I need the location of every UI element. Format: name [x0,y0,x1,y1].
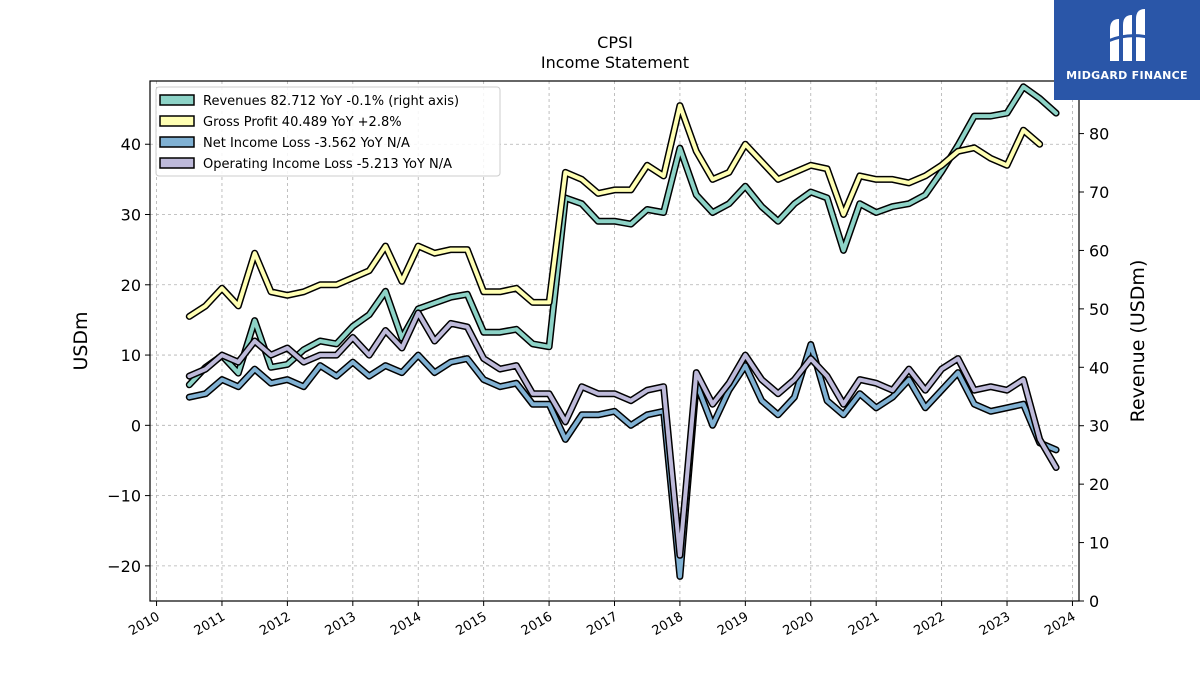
y-right-tick-label: 80 [1089,125,1109,144]
y-tick-label: −20 [107,557,141,576]
logo-text: MIDGARD FINANCE [1066,69,1188,82]
x-tick-label: 2020 [781,609,817,639]
x-axis: 2010 2011 2012 2013 2014 2015 2016 2017 2018 2019… [126,601,1078,639]
right-axis: 0 10 20 30 40 50 60 70 80 [1079,125,1109,611]
y-right-tick-label: 70 [1089,183,1109,202]
legend-swatch [159,115,195,127]
chart-subtitle: Income Statement [541,53,689,72]
y-right-tick-label: 50 [1089,300,1109,319]
legend-swatch [159,94,195,106]
series-line [187,84,1059,387]
legend: Revenues 82.712 YoY -0.1% (right axis) Gr… [155,86,501,177]
x-tick-label: 2013 [323,609,359,639]
y-right-tick-label: 40 [1089,358,1109,377]
x-tick-label: 2022 [911,609,947,639]
legend-label: Revenues 82.712 YoY -0.1% (right axis) [203,94,459,109]
y-tick-label: 40 [121,135,141,154]
x-tick-label: 2011 [192,609,228,639]
y-tick-label: −10 [107,487,141,506]
y-tick-label: 20 [121,276,141,295]
x-tick-label: 2016 [519,609,555,639]
legend-label: Gross Profit 40.489 YoY +2.8% [203,115,402,130]
x-tick-label: 2010 [126,609,162,639]
legend-swatch [159,136,195,148]
x-tick-label: 2012 [257,609,293,639]
y-right-tick-label: 0 [1089,592,1099,611]
y-right-tick-label: 30 [1089,417,1109,436]
series-outline [185,309,1060,559]
chart-title: CPSI [597,33,633,52]
series-line [187,103,1042,319]
midgard-logo-icon [1107,9,1149,61]
y-tick-label: 10 [121,346,141,365]
series-layer [185,83,1060,580]
x-tick-label: 2015 [453,609,489,639]
series-line [187,342,1059,579]
legend-label: Net Income Loss -3.562 YoY N/A [203,136,410,151]
y-right-tick-label: 20 [1089,475,1109,494]
series-outline [185,341,1060,580]
y-axis-label: USDm [70,311,92,370]
y-tick-label: 0 [131,416,141,435]
y-right-tick-label: 10 [1089,534,1109,553]
x-tick-label: 2017 [584,609,620,639]
x-tick-label: 2018 [650,609,686,639]
legend-swatch [159,157,195,169]
x-tick-label: 2024 [1042,609,1078,639]
x-tick-label: 2023 [977,609,1013,639]
x-tick-label: 2019 [715,609,751,639]
x-tick-label: 2014 [388,609,424,639]
y-tick-label: 30 [121,206,141,225]
left-axis: −20 −10 0 10 20 30 40 [107,135,150,576]
series-line [187,310,1059,558]
midgard-logo: MIDGARD FINANCE [1054,0,1200,100]
x-tick-label: 2021 [846,609,882,639]
y-axis-right-label: Revenue (USDm) [1127,260,1149,423]
y-right-tick-label: 60 [1089,241,1109,260]
legend-box [155,86,501,177]
legend-label: Operating Income Loss -5.213 YoY N/A [203,157,452,172]
